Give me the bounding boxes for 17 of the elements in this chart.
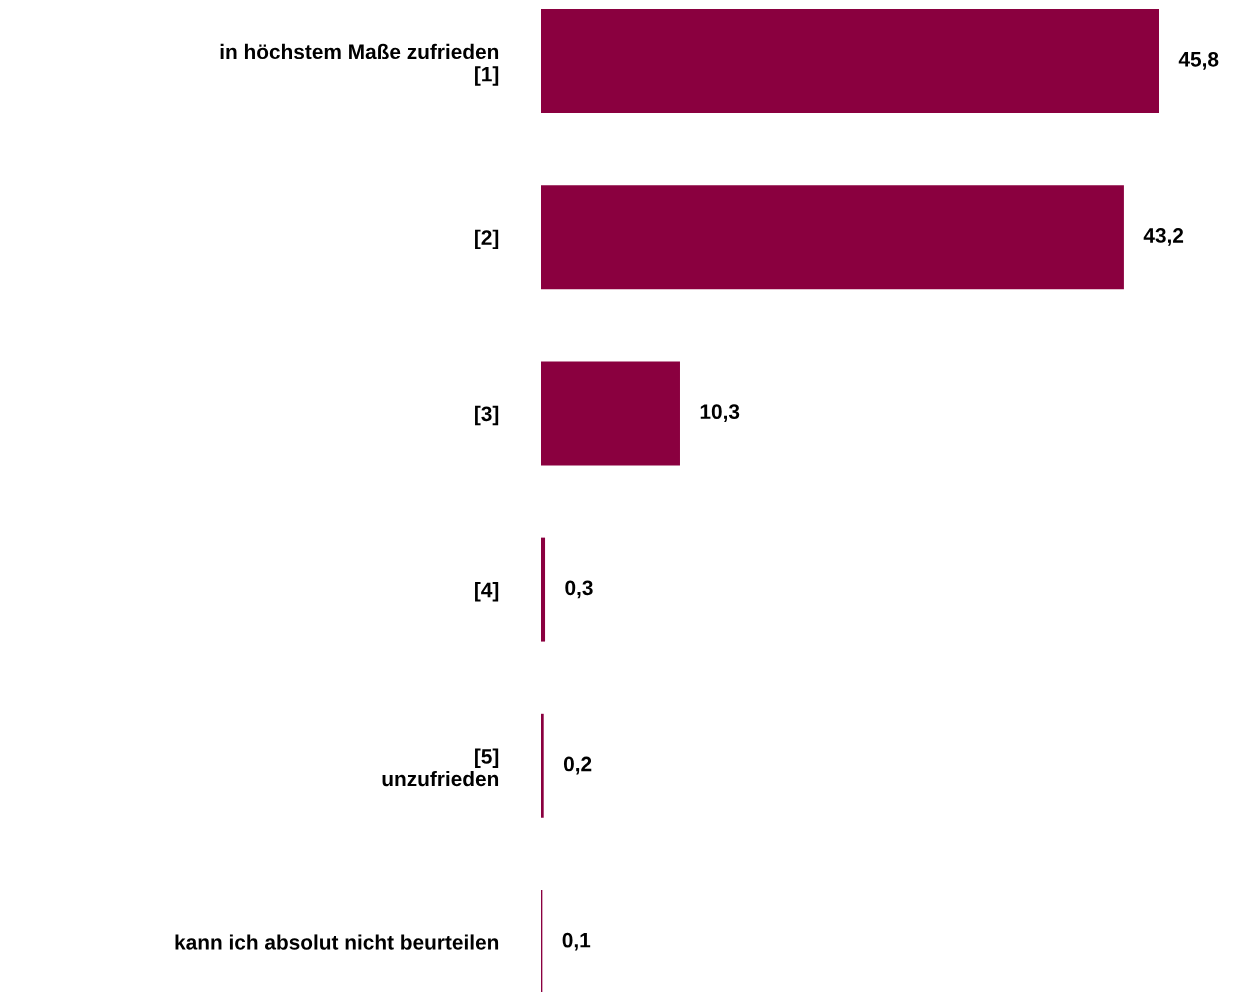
bar [541,713,544,818]
y-tick-label: [4] [475,582,499,602]
data-label: 0,2 [563,756,592,775]
bar [541,9,1159,114]
y-tick-label: in höchstem Maße zufrieden [1] [220,43,499,86]
data-label: 43,2 [1143,228,1184,246]
data-label: 45,8 [1178,51,1219,70]
y-tick-label: [2] [475,229,499,250]
bar [541,537,546,642]
bar [541,185,1124,290]
y-tick-label: kann ich absolut nicht beurteilen [175,934,499,950]
data-label: 10,3 [700,404,740,423]
y-tick-label: [5] unzufrieden [382,748,499,787]
y-tick-label: [3] [475,405,499,426]
data-label: 0,3 [565,580,593,599]
bar [541,361,680,466]
data-label: 0,1 [562,932,591,951]
